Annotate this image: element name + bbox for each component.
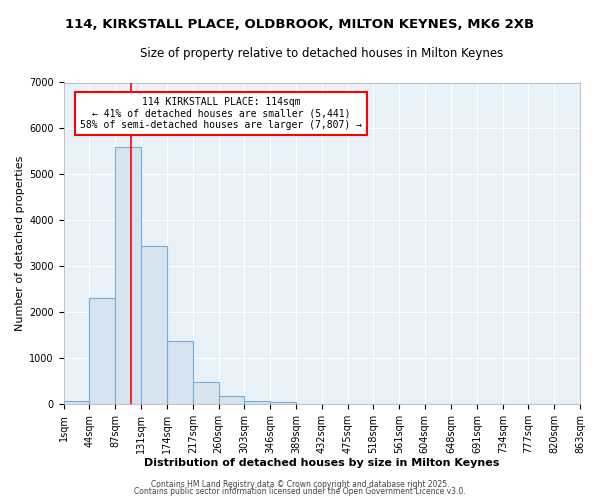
Bar (218, 396, 244, 404)
Bar (193, 382, 218, 404)
Bar (270, 402, 296, 404)
Bar (115, 147, 142, 404)
Bar (64, 400, 89, 404)
Y-axis label: Number of detached properties: Number of detached properties (15, 156, 25, 331)
Bar (167, 341, 193, 404)
Text: Contains HM Land Registry data © Crown copyright and database right 2025.: Contains HM Land Registry data © Crown c… (151, 480, 449, 489)
Text: Contains public sector information licensed under the Open Government Licence v3: Contains public sector information licen… (134, 487, 466, 496)
Text: 114 KIRKSTALL PLACE: 114sqm
← 41% of detached houses are smaller (5,441)
58% of : 114 KIRKSTALL PLACE: 114sqm ← 41% of det… (80, 97, 362, 130)
X-axis label: Distribution of detached houses by size in Milton Keynes: Distribution of detached houses by size … (144, 458, 499, 468)
Bar (89, 298, 115, 404)
Bar (244, 400, 270, 404)
Bar (142, 246, 167, 404)
Title: Size of property relative to detached houses in Milton Keynes: Size of property relative to detached ho… (140, 48, 503, 60)
Text: 114, KIRKSTALL PLACE, OLDBROOK, MILTON KEYNES, MK6 2XB: 114, KIRKSTALL PLACE, OLDBROOK, MILTON K… (65, 18, 535, 30)
